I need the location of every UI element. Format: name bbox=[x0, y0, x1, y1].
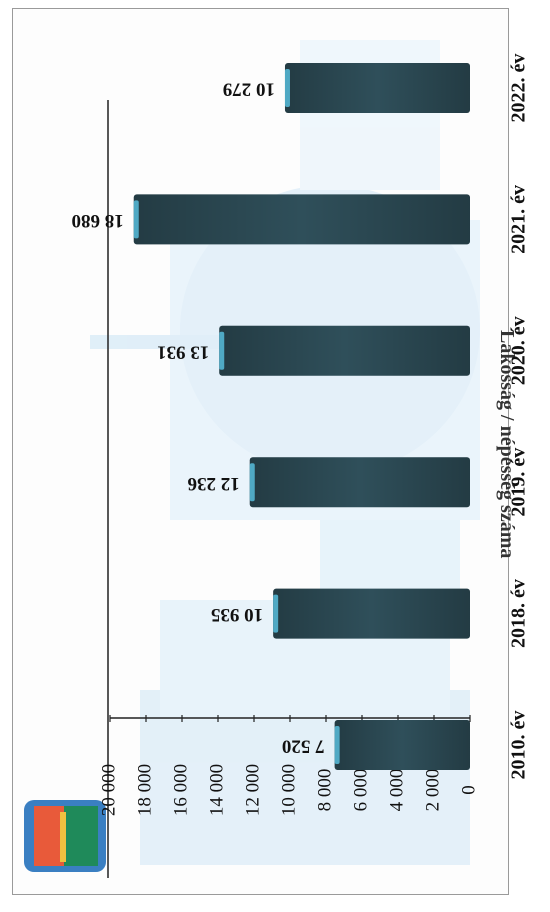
coat-of-arms-logo bbox=[24, 800, 106, 872]
bar-highlight bbox=[334, 726, 340, 764]
data-label: 7 520 bbox=[282, 736, 325, 757]
bar-highlight bbox=[284, 69, 290, 107]
skyline-block bbox=[300, 40, 440, 190]
category-label: 2019. év bbox=[508, 448, 530, 517]
emblem-red-field bbox=[34, 806, 64, 866]
category-label: 2021. év bbox=[508, 185, 530, 254]
data-label: 10 279 bbox=[223, 79, 275, 100]
bar-highlight bbox=[273, 594, 279, 633]
bar-highlight bbox=[249, 463, 255, 502]
axis-tick-label: 0 bbox=[458, 785, 479, 795]
axis-tick-label: 8 000 bbox=[314, 769, 335, 812]
axis-tick-label: 18 000 bbox=[134, 764, 155, 816]
axis-tick-label: 12 000 bbox=[242, 764, 263, 816]
category-label: 2020. év bbox=[508, 316, 530, 385]
category-label: 2018. év bbox=[508, 579, 530, 648]
bar-highlight bbox=[133, 200, 139, 239]
data-label: 13 931 bbox=[157, 341, 209, 362]
category-label: 2022. év bbox=[508, 54, 530, 123]
bar-shade bbox=[219, 325, 470, 376]
axis: 0 2 000 4 000 6 000 8 000 10 000 12 000 14 000 1… bbox=[98, 100, 479, 878]
axis-tick-label: 6 000 bbox=[350, 769, 371, 812]
axis-tick-label: 16 000 bbox=[170, 764, 191, 816]
data-label: 18 680 bbox=[72, 210, 124, 231]
axis-tick-label: 10 000 bbox=[278, 764, 299, 816]
category-label: 2010. év bbox=[508, 711, 530, 780]
emblem-tower bbox=[60, 812, 66, 862]
axis-tick-label: 14 000 bbox=[206, 764, 227, 816]
data-label: 10 935 bbox=[211, 604, 263, 625]
axis-tick-label: 4 000 bbox=[386, 769, 407, 812]
bar-shade bbox=[249, 457, 470, 508]
data-label: 12 236 bbox=[188, 473, 240, 494]
bar-highlight bbox=[219, 331, 225, 370]
emblem-green-field bbox=[64, 806, 98, 866]
bars bbox=[133, 63, 470, 770]
bar-shade bbox=[133, 194, 470, 245]
bar-shade bbox=[334, 720, 470, 770]
skyline-spire bbox=[90, 335, 230, 349]
labels: 7 520 2010. év 10 935 2018. év 12 236 2019. é… bbox=[72, 54, 530, 780]
bar-shade bbox=[273, 588, 470, 639]
bar-shade bbox=[284, 63, 470, 113]
axis-tick-label: 20 000 bbox=[98, 764, 119, 816]
axis-tick-label: 2 000 bbox=[422, 769, 443, 812]
